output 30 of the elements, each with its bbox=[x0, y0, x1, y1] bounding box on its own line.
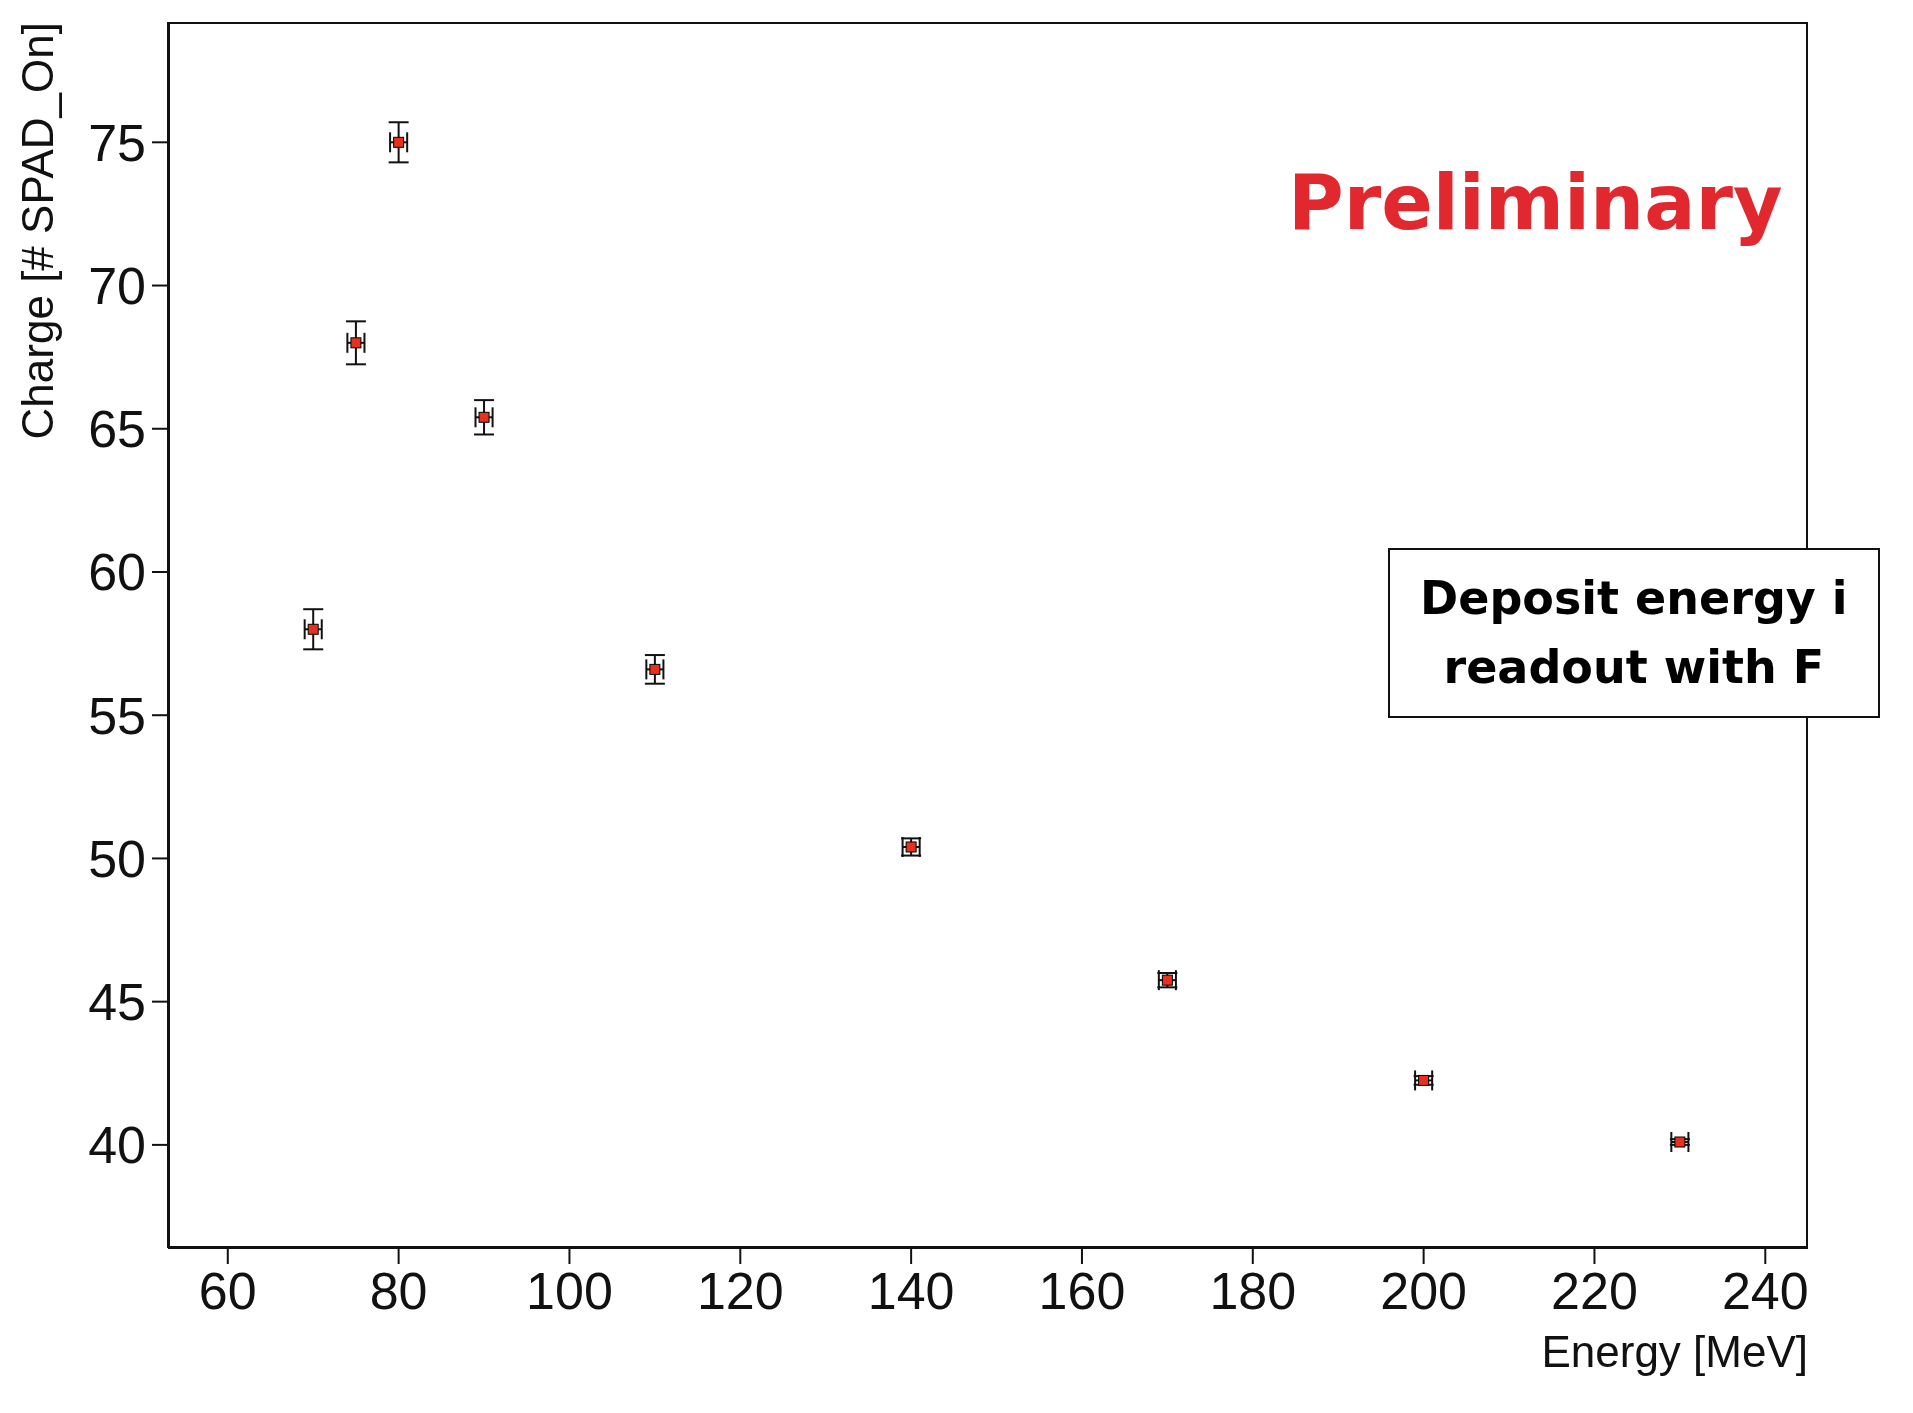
point bbox=[1161, 974, 1173, 986]
y-axis-title: Charge [# SPAD_On] bbox=[12, 22, 63, 440]
x-tick-label: 60 bbox=[198, 1261, 257, 1320]
point bbox=[478, 411, 490, 423]
x-tick-label: 160 bbox=[1038, 1261, 1126, 1320]
y-tick-label: 45 bbox=[88, 973, 146, 1032]
point bbox=[1674, 1136, 1686, 1148]
x-tick-label: 180 bbox=[1209, 1261, 1297, 1320]
y-tick-label: 55 bbox=[88, 686, 146, 745]
x-tick-label: 200 bbox=[1380, 1261, 1468, 1320]
x-tick-label: 80 bbox=[369, 1261, 428, 1320]
point bbox=[307, 623, 319, 635]
annotation: Deposit energy i readout with F bbox=[1388, 548, 1880, 718]
point bbox=[393, 136, 405, 148]
y-tick-label: 75 bbox=[88, 113, 146, 172]
y-tick-label: 70 bbox=[88, 256, 146, 315]
y-tick-label: 65 bbox=[88, 400, 146, 459]
point bbox=[649, 663, 661, 675]
point bbox=[350, 337, 362, 349]
x-tick-label: 120 bbox=[696, 1261, 784, 1320]
x-tick-label: 140 bbox=[867, 1261, 955, 1320]
x-axis-title: Energy [MeV] bbox=[1541, 1326, 1808, 1378]
y-tick-label: 50 bbox=[88, 829, 146, 888]
point bbox=[1418, 1074, 1430, 1086]
x-tick-label: 240 bbox=[1721, 1261, 1809, 1320]
x-tick-label: 100 bbox=[526, 1261, 613, 1320]
y-tick-label: 40 bbox=[88, 1116, 146, 1175]
y-tick-label: 60 bbox=[88, 543, 146, 602]
annotation: Preliminary bbox=[1288, 158, 1783, 247]
x-tick-label: 220 bbox=[1551, 1261, 1638, 1320]
